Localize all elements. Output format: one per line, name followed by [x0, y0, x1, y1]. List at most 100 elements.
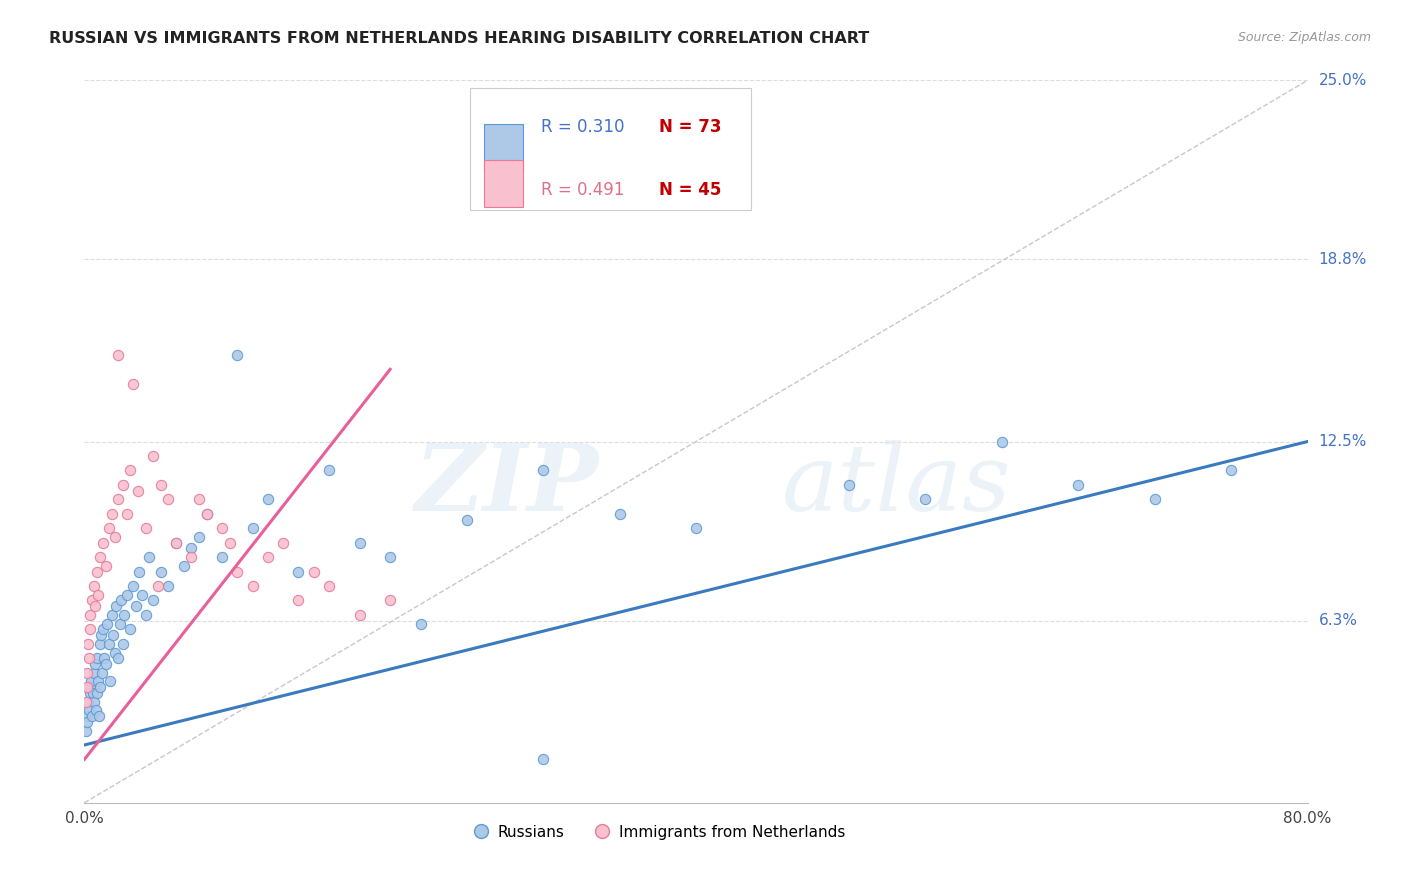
Point [120, 463, 142, 477]
Point [115, 588, 138, 602]
Point [380, 550, 402, 565]
Point [94, 657, 117, 671]
Point [195, 507, 218, 521]
Point [91, 535, 114, 549]
Point [76, 665, 98, 680]
Point [76, 714, 98, 729]
Point [89, 550, 111, 565]
Point [83, 579, 105, 593]
Text: 18.8%: 18.8% [1319, 252, 1367, 267]
Point [138, 550, 160, 565]
Text: atlas: atlas [782, 440, 1011, 530]
Point [77, 637, 100, 651]
Text: Source: ZipAtlas.com: Source: ZipAtlas.com [1237, 31, 1371, 45]
Point [257, 492, 280, 507]
Text: 25.0%: 25.0% [1319, 73, 1367, 87]
Point [287, 593, 309, 607]
Point [90, 628, 112, 642]
Point [101, 607, 124, 622]
Point [84, 657, 107, 671]
Point [173, 558, 195, 573]
Point [87, 588, 110, 602]
Point [101, 507, 124, 521]
Point [456, 512, 478, 526]
Point [685, 521, 707, 535]
Point [257, 550, 280, 565]
Point [318, 579, 340, 593]
Text: R = 0.310: R = 0.310 [541, 119, 624, 136]
Point [77, 651, 100, 665]
Point [84, 599, 107, 614]
Point [104, 646, 127, 660]
Point [149, 478, 172, 492]
Point [991, 434, 1014, 449]
Point [122, 579, 145, 593]
Point [79, 623, 101, 637]
Point [149, 565, 172, 579]
Point [135, 521, 157, 535]
Point [211, 550, 233, 565]
FancyBboxPatch shape [470, 87, 751, 211]
Point [127, 483, 149, 498]
Point [76, 709, 98, 723]
Text: N = 45: N = 45 [659, 181, 721, 199]
Point [77, 695, 100, 709]
Point [1220, 463, 1243, 477]
Point [838, 478, 860, 492]
Point [79, 680, 101, 694]
Point [98, 674, 121, 689]
Point [91, 665, 114, 680]
Point [97, 637, 120, 651]
Point [77, 703, 100, 717]
Point [93, 651, 115, 665]
Point [165, 535, 187, 549]
Point [128, 565, 150, 579]
Point [107, 651, 129, 665]
Point [79, 686, 101, 700]
Legend: Russians, Immigrants from Netherlands: Russians, Immigrants from Netherlands [467, 819, 852, 846]
Point [83, 665, 105, 680]
Text: ZIP: ZIP [413, 440, 598, 530]
Point [75, 723, 97, 738]
Point [180, 541, 202, 556]
Point [86, 565, 108, 579]
Point [409, 616, 432, 631]
Point [157, 579, 180, 593]
Point [96, 616, 118, 631]
Point [107, 492, 129, 507]
Point [271, 535, 294, 549]
Bar [484, 124, 523, 170]
Point [131, 588, 153, 602]
Point [349, 607, 371, 622]
Point [349, 535, 371, 549]
Point [83, 695, 105, 709]
Point [226, 565, 249, 579]
Point [112, 607, 135, 622]
Point [75, 695, 97, 709]
Bar [484, 160, 523, 207]
Point [107, 348, 129, 362]
Point [104, 530, 127, 544]
Point [97, 521, 120, 535]
Point [914, 492, 936, 507]
Point [80, 593, 103, 607]
Point [531, 752, 554, 766]
Point [146, 579, 169, 593]
Point [76, 680, 98, 694]
Point [108, 616, 131, 631]
Point [89, 637, 111, 651]
Point [87, 709, 110, 723]
Point [1143, 492, 1166, 507]
Point [242, 521, 264, 535]
Point [111, 637, 134, 651]
Point [218, 535, 240, 549]
Point [609, 507, 631, 521]
Point [80, 709, 103, 723]
Text: R = 0.491: R = 0.491 [541, 181, 624, 199]
Point [157, 492, 180, 507]
Point [1067, 478, 1090, 492]
Point [195, 507, 218, 521]
Point [84, 703, 107, 717]
Point [142, 449, 165, 463]
Point [115, 507, 138, 521]
